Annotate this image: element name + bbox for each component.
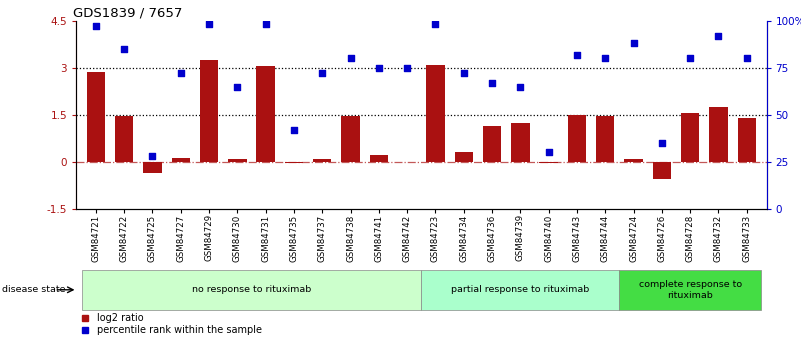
Bar bbox=[370, 156, 388, 162]
Point bbox=[627, 40, 640, 46]
Bar bbox=[738, 118, 756, 162]
Point bbox=[316, 71, 328, 76]
Bar bbox=[568, 115, 586, 162]
Bar bbox=[709, 107, 727, 162]
Point bbox=[344, 56, 357, 61]
Point bbox=[599, 56, 612, 61]
Point bbox=[429, 22, 442, 27]
Text: no response to rituximab: no response to rituximab bbox=[192, 285, 311, 294]
Point bbox=[175, 71, 187, 76]
Text: GDS1839 / 7657: GDS1839 / 7657 bbox=[73, 7, 182, 20]
Bar bbox=[341, 116, 360, 162]
Point bbox=[260, 22, 272, 27]
Point bbox=[655, 140, 668, 146]
Bar bbox=[115, 116, 134, 162]
Legend: log2 ratio, percentile rank within the sample: log2 ratio, percentile rank within the s… bbox=[81, 313, 261, 335]
Bar bbox=[624, 159, 642, 162]
Point bbox=[485, 80, 498, 86]
Bar bbox=[539, 162, 557, 163]
Point bbox=[90, 23, 103, 29]
Point bbox=[400, 65, 413, 70]
Point bbox=[231, 84, 244, 89]
Bar bbox=[483, 126, 501, 162]
Bar bbox=[619, 270, 761, 310]
Bar bbox=[681, 113, 699, 162]
Text: partial response to rituximab: partial response to rituximab bbox=[451, 285, 590, 294]
Bar bbox=[171, 158, 190, 162]
Text: disease state: disease state bbox=[2, 285, 65, 294]
Point bbox=[118, 46, 131, 52]
Bar bbox=[596, 116, 614, 162]
Point bbox=[570, 52, 583, 57]
Bar bbox=[426, 65, 445, 162]
Point bbox=[740, 56, 753, 61]
Point bbox=[146, 153, 159, 159]
Point bbox=[684, 56, 697, 61]
Point bbox=[457, 71, 470, 76]
Bar bbox=[511, 122, 529, 162]
Point bbox=[372, 65, 385, 70]
Bar bbox=[421, 270, 619, 310]
Text: complete response to
rituximab: complete response to rituximab bbox=[638, 280, 742, 299]
Bar bbox=[285, 162, 304, 163]
Bar bbox=[313, 159, 332, 162]
Bar bbox=[455, 152, 473, 162]
Bar bbox=[200, 60, 219, 162]
Point bbox=[712, 33, 725, 39]
Bar bbox=[87, 72, 105, 162]
Point bbox=[514, 84, 527, 89]
Bar bbox=[256, 66, 275, 162]
Point bbox=[203, 22, 215, 27]
Bar bbox=[653, 162, 671, 179]
Bar bbox=[143, 162, 162, 173]
Bar bbox=[82, 270, 421, 310]
Point bbox=[288, 127, 300, 132]
Bar bbox=[228, 159, 247, 162]
Point bbox=[542, 150, 555, 155]
